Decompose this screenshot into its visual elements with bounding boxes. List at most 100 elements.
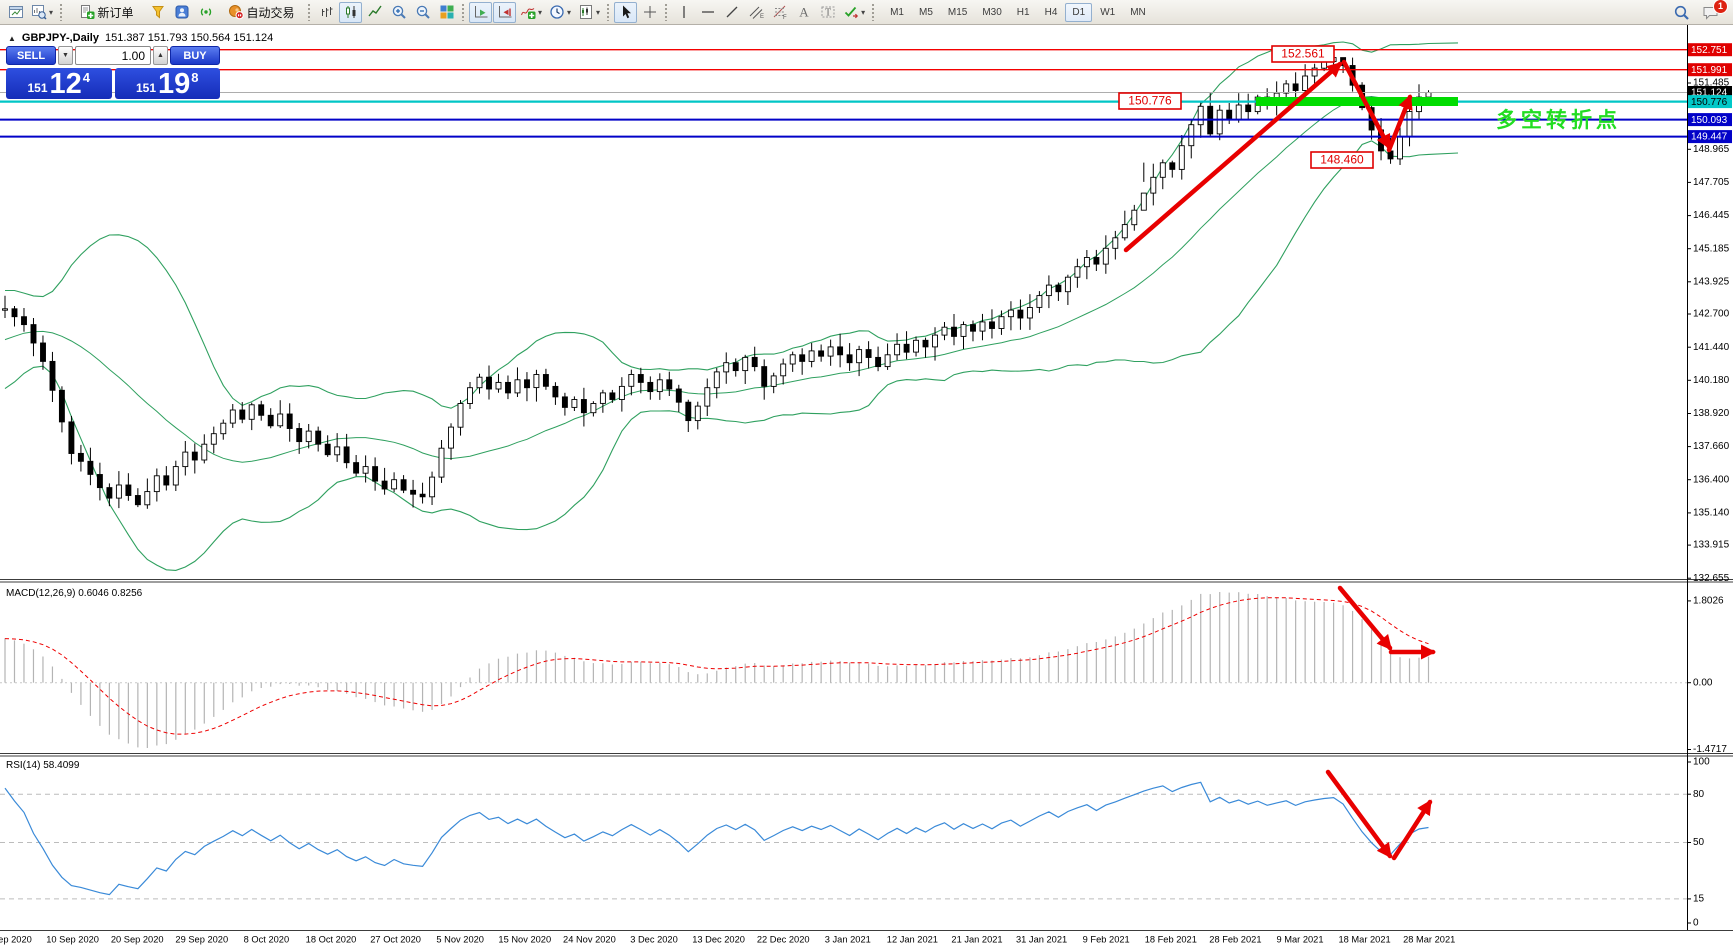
toolbar-grip [461,3,467,21]
market-watch-icon [174,4,190,20]
trendline-tool-button[interactable] [720,2,743,23]
candlestick-mode-button[interactable] [339,1,363,23]
toolbar-grip [606,3,612,21]
chart-window[interactable]: 151.485 148.965 147.705 146.445 145.185 143.9… [0,25,1733,949]
new-order-button[interactable]: 新订单 [67,2,145,23]
chart-shift-button[interactable] [493,1,517,23]
new-order-icon [79,4,95,20]
date-tick-label: 15 Nov 2020 [498,935,551,945]
chart-symbol-period: GBPJPY-,Daily [21,32,99,44]
timeframe-button-W1[interactable]: W1 [1100,6,1116,18]
notifications-button[interactable]: 1 [1699,0,1728,23]
rsi-tick-label: 0 [1693,918,1699,929]
toolbar-grip [307,3,313,21]
volume-down-button[interactable]: ▼ [58,46,73,65]
horizontal-line-tool-button[interactable] [696,2,719,23]
price-tick-label: 135.140 [1693,508,1730,519]
date-axis: 1 Sep 2020 10 Sep 2020 20 Sep 2020 29 Sep 2… [0,935,1455,945]
price-tick-label: 147.705 [1693,177,1730,188]
fibonacci-icon: F [772,4,788,20]
date-tick-label: 18 Mar 2021 [1338,935,1390,945]
date-tick-label: 13 Dec 2020 [692,935,745,945]
rsi-panel[interactable] [0,781,1687,900]
sell-price-pip: 4 [82,70,91,85]
panel-separators[interactable] [0,25,1733,931]
volume-input[interactable] [75,46,151,65]
volume-up-button[interactable]: ▲ [153,46,168,65]
chart-shift-icon [497,4,513,20]
support-label [1118,92,1182,110]
timeframe-button-M5[interactable]: M5 [918,6,933,18]
profile-button[interactable]: ▾ [28,2,56,23]
sell-price-display[interactable]: 151 12 4 [6,68,112,99]
chart-canvas[interactable]: 151.485 148.965 147.705 146.445 145.185 143.9… [0,25,1733,949]
date-tick-label: 24 Nov 2020 [563,935,616,945]
arrows-tool-button[interactable]: ▾ [840,2,868,23]
market-watch-button[interactable] [170,2,193,23]
history-center-button[interactable] [146,2,169,23]
vertical-line-tool-button[interactable] [672,2,695,23]
date-tick-label: 10 Sep 2020 [46,935,99,945]
chevron-down-icon: ▾ [596,7,601,17]
date-tick-label: 28 Feb 2021 [1209,935,1261,945]
buy-price-display[interactable]: 151 19 8 [114,68,220,100]
rsi-tick-label: 15 [1693,893,1705,904]
templates-button[interactable]: ▾ [575,2,603,23]
signals-button[interactable] [194,2,217,23]
channel-tool-button[interactable]: E [744,2,767,23]
timeframe-button-M15[interactable]: M15 [947,6,968,18]
price-level-lines[interactable] [0,49,1687,138]
buy-price-main: 19 [158,68,191,100]
bar-chart-mode-button[interactable] [315,2,338,23]
trend-arrows[interactable] [1123,59,1436,861]
periods-button[interactable]: ▾ [546,2,574,23]
price-badge: 151.124 [1691,88,1728,99]
date-tick-label: 20 Sep 2020 [111,935,164,945]
fibonacci-tool-button[interactable]: F [768,2,791,23]
chevron-down-icon: ▾ [49,7,54,17]
svg-text:E: E [760,14,764,20]
macd-tick-label: -1.4717 [1693,744,1727,755]
auto-scroll-button[interactable] [469,1,493,23]
timeframe-button-H4[interactable]: H4 [1044,6,1058,18]
text-tool-button[interactable]: A [792,2,815,23]
cursor-tool-button[interactable] [614,1,638,23]
zoom-in-button[interactable] [387,2,410,23]
crosshair-tool-button[interactable] [638,2,661,23]
zoom-out-button[interactable] [411,2,434,23]
text-label-tool-button[interactable]: T [816,2,839,23]
auto-scroll-icon [473,4,489,20]
date-tick-label: 22 Dec 2020 [757,935,810,945]
bollinger-bands [4,41,1459,571]
add-indicator-button[interactable]: ▾ [517,2,545,23]
search-button[interactable] [1670,2,1693,23]
timeframe-button-M1[interactable]: M1 [890,6,904,18]
timeframe-button-H1[interactable]: H1 [1016,6,1030,18]
text-label-icon: T [820,4,836,20]
date-tick-label: 31 Jan 2021 [1016,935,1067,945]
support-zone-bar[interactable] [1256,97,1458,106]
swing-high-label [1271,45,1335,63]
timeframe-button-MN[interactable]: MN [1130,6,1146,18]
timeframe-button-D1[interactable]: D1 [1065,2,1093,22]
line-chart-mode-button[interactable] [363,2,386,23]
timeframe-button-M30[interactable]: M30 [982,6,1002,18]
rsi-indicator-label: RSI(14) 58.4099 [6,760,80,771]
price-badge: 152.751 [1691,45,1728,56]
macd-panel[interactable] [0,592,1687,748]
chart-window-button[interactable] [4,2,27,23]
trendline-icon [724,4,740,20]
date-tick-label: 29 Sep 2020 [175,935,228,945]
macd-signal-line [4,597,1429,735]
tile-windows-button[interactable] [435,2,458,23]
collapse-icon[interactable]: ▲ [8,33,16,43]
sell-button[interactable]: SELL [6,46,56,65]
buy-button[interactable]: BUY [170,46,220,65]
price-tick-label: 140.180 [1693,375,1730,386]
sell-price-prefix: 151 [27,81,48,95]
sell-price-main: 12 [49,68,82,100]
svg-text:152.561: 152.561 [1281,47,1325,61]
candlesticks[interactable] [2,54,1432,509]
auto-trading-button[interactable]: 自动交易 [218,2,304,23]
price-annotation-labels[interactable]: 152.561 150.776 148.460 [1118,45,1374,169]
